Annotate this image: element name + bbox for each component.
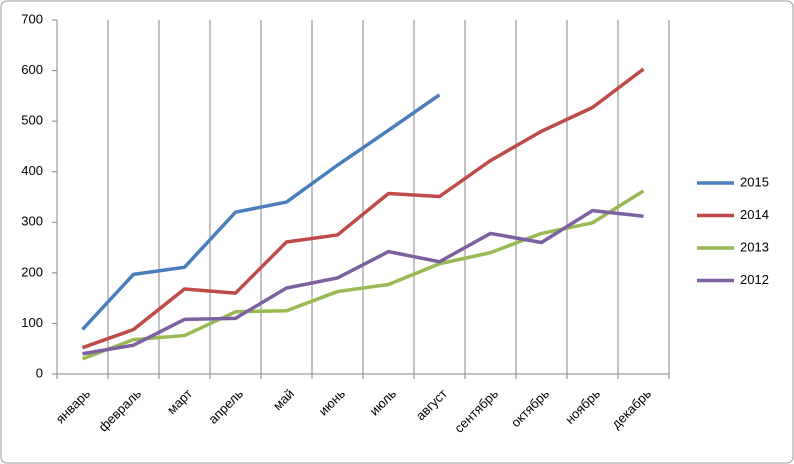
- series-line: [81, 93, 441, 331]
- y-tick-label: 700: [21, 11, 43, 26]
- legend-label: 2015: [740, 174, 769, 189]
- y-tick-label: 300: [21, 214, 43, 229]
- series-line: [81, 189, 645, 361]
- y-tick-label: 400: [21, 163, 43, 178]
- series-line: [81, 67, 645, 350]
- legend-label: 2013: [740, 239, 769, 254]
- y-tick-label: 0: [36, 365, 43, 380]
- y-tick-label: 600: [21, 62, 43, 77]
- y-tick-label: 100: [21, 315, 43, 330]
- legend-label: 2012: [740, 272, 769, 287]
- y-tick-label: 200: [21, 264, 43, 279]
- legend-label: 2014: [740, 207, 769, 222]
- y-tick-label: 500: [21, 113, 43, 128]
- series-line: [82, 208, 644, 356]
